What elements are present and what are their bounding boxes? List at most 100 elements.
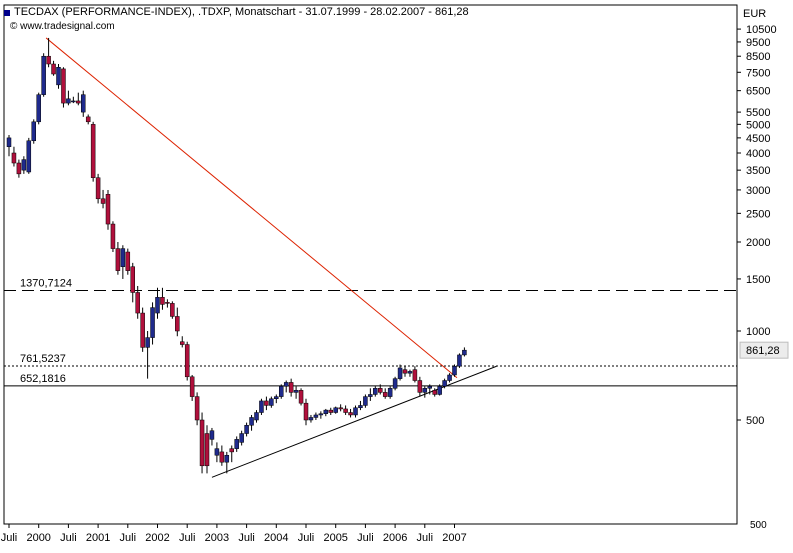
candle (160, 287, 165, 310)
candle (85, 114, 91, 125)
candle (71, 96, 76, 104)
x-tick-label: 2004 (264, 532, 288, 544)
candle-body (219, 451, 225, 463)
candle-body (308, 417, 314, 421)
candle-body (76, 100, 81, 104)
trendline-uptrend (211, 365, 497, 478)
candle (219, 445, 225, 466)
candle (323, 408, 329, 417)
candle-body (392, 378, 398, 389)
candle (318, 411, 324, 419)
candle-body (66, 98, 71, 104)
candle-body (229, 448, 234, 453)
candle-body (100, 198, 106, 204)
candle (387, 386, 393, 399)
y-tick-label: 9500 (746, 37, 770, 49)
candle-body (125, 251, 131, 271)
candle-body (160, 297, 165, 305)
y-tick-label: 3500 (746, 165, 770, 177)
candle-body (457, 354, 462, 367)
y-tick-label: 6500 (746, 86, 770, 98)
y-tick-label: 5500 (746, 107, 770, 119)
candle (348, 408, 353, 418)
candle-body (6, 137, 12, 147)
candle-body (368, 394, 373, 397)
candle-body (239, 433, 244, 443)
chart-title: TECDAX (PERFORMANCE-INDEX), .TDXP, Monat… (14, 6, 469, 18)
candle (254, 410, 259, 423)
x-tick-label: 2000 (26, 532, 50, 544)
candle (288, 378, 294, 397)
candle (125, 248, 131, 275)
candle (66, 90, 71, 106)
source-credit: © www.tradesignal.com (10, 21, 115, 32)
candle (298, 388, 304, 406)
candle-body (254, 412, 259, 421)
candle (234, 436, 239, 452)
candle (442, 378, 447, 389)
candle-body (437, 386, 442, 395)
y-tick-label: 4000 (746, 148, 770, 160)
candle (437, 384, 442, 396)
candle-body (110, 223, 116, 249)
candle (402, 366, 408, 377)
candle (363, 394, 368, 408)
candle (95, 173, 101, 204)
candle-body (165, 302, 170, 304)
candle-body (189, 376, 195, 397)
x-tick-label: Juli (298, 532, 315, 544)
candle-body (348, 412, 353, 416)
candle (239, 430, 244, 446)
candle-body (279, 386, 284, 397)
candle (155, 287, 160, 319)
candle-body (323, 409, 329, 414)
x-tick-label: Juli (179, 532, 196, 544)
candle-body (85, 116, 91, 123)
candle-body (452, 365, 457, 376)
candle-body (397, 367, 403, 379)
candle (61, 67, 66, 108)
candle (170, 301, 175, 319)
candle (90, 121, 96, 182)
candle-body (373, 388, 378, 395)
candle-body (269, 398, 274, 406)
candle-body (140, 312, 145, 348)
level-label-2: 652,1816 (20, 373, 66, 385)
candle (368, 388, 373, 401)
candle (189, 374, 195, 401)
candle-body (283, 382, 289, 387)
x-tick-label: 2005 (323, 532, 347, 544)
candle-body (249, 417, 254, 426)
candle (358, 400, 363, 411)
candle-body (333, 407, 338, 413)
candle-body (288, 382, 294, 393)
candle (184, 341, 190, 381)
candle-body (11, 152, 17, 164)
candle-body (264, 400, 269, 406)
candle-body (358, 405, 363, 409)
candle (313, 412, 319, 420)
candle-body (31, 121, 36, 142)
candle-body (303, 402, 309, 421)
candle-body (318, 413, 324, 416)
candle (51, 60, 56, 76)
candle (264, 396, 269, 411)
candle-body (338, 407, 343, 410)
candle (412, 366, 418, 383)
candle (180, 336, 185, 348)
candle-body (95, 177, 101, 200)
candle-body (130, 266, 135, 293)
y-tick-label: 500 (746, 415, 764, 427)
candle-body (36, 94, 41, 123)
candle-body (105, 194, 111, 225)
candle (204, 425, 210, 474)
y-tick-label: 10500 (746, 24, 777, 36)
x-tick-label: 2007 (442, 532, 466, 544)
x-tick-label: Juli (60, 532, 77, 544)
candle-body (313, 414, 319, 418)
candle (36, 92, 41, 125)
candle-body (462, 349, 467, 356)
candle (175, 307, 180, 337)
candle-body (115, 248, 121, 271)
